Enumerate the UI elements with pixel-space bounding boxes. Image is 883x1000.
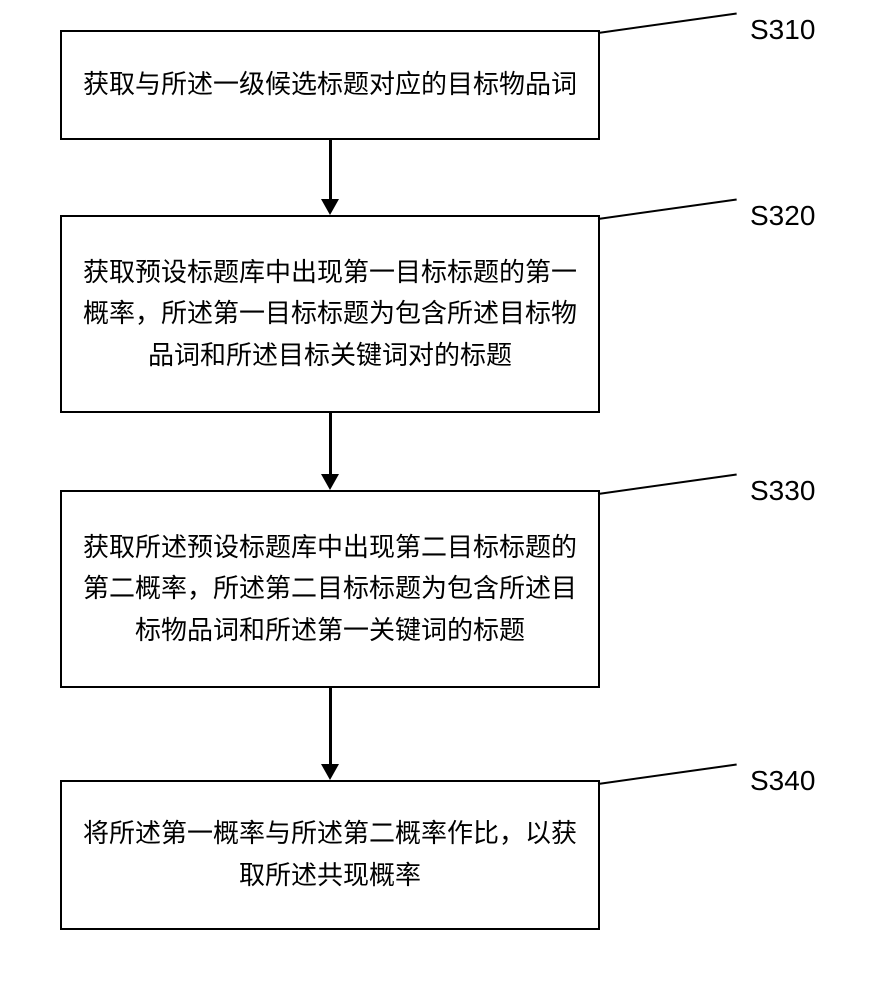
flowchart-node-s330: 获取所述预设标题库中出现第二目标标题的第二概率，所述第二目标标题为包含所述目标物… (60, 490, 600, 688)
arrow-connector (329, 140, 332, 200)
step-label-s340: S340 (750, 765, 815, 797)
node-text: 获取预设标题库中出现第一目标标题的第一概率，所述第一目标标题为包含所述目标物品词… (82, 252, 578, 377)
flowchart-node-s310: 获取与所述一级候选标题对应的目标物品词 (60, 30, 600, 140)
arrow-head-icon (321, 764, 339, 780)
flowchart-container: 获取与所述一级候选标题对应的目标物品词 S310 获取预设标题库中出现第一目标标… (0, 0, 883, 1000)
flowchart-node-s320: 获取预设标题库中出现第一目标标题的第一概率，所述第一目标标题为包含所述目标物品词… (60, 215, 600, 413)
leader-line (598, 199, 737, 220)
node-text: 将所述第一概率与所述第二概率作比，以获取所述共现概率 (82, 813, 578, 896)
node-text: 获取所述预设标题库中出现第二目标标题的第二概率，所述第二目标标题为包含所述目标物… (82, 527, 578, 652)
leader-line (598, 13, 737, 34)
flowchart-node-s340: 将所述第一概率与所述第二概率作比，以获取所述共现概率 (60, 780, 600, 930)
arrow-head-icon (321, 199, 339, 215)
arrow-connector (329, 413, 332, 475)
node-text: 获取与所述一级候选标题对应的目标物品词 (83, 64, 577, 106)
leader-line (598, 764, 737, 785)
arrow-head-icon (321, 474, 339, 490)
step-label-s330: S330 (750, 475, 815, 507)
leader-line (598, 474, 737, 495)
step-label-s310: S310 (750, 14, 815, 46)
step-label-s320: S320 (750, 200, 815, 232)
arrow-connector (329, 688, 332, 765)
